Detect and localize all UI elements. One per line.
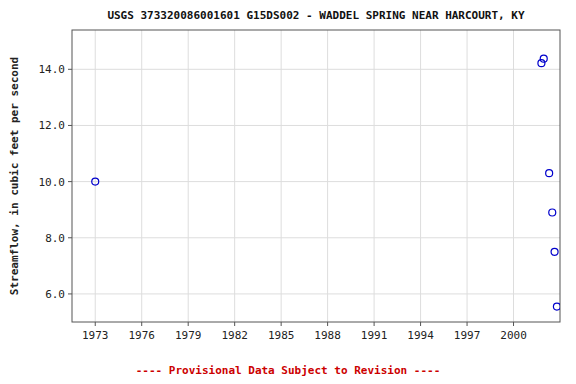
axes: 1973 1976 1979 1982 1985 1988 1991 1994 1997 2000…	[39, 63, 527, 342]
x-tick	[141, 322, 142, 326]
x-tick	[95, 322, 96, 326]
grid-line-x	[327, 30, 328, 322]
y-tick	[68, 125, 72, 126]
point	[546, 170, 553, 177]
grid-line-x	[281, 30, 282, 322]
x-tick-label: 1997	[454, 329, 481, 342]
x-tick	[467, 322, 468, 326]
x-tick	[327, 322, 328, 326]
points	[92, 55, 560, 310]
annotation: ---- Provisional Data Subject to Revisio…	[136, 364, 441, 377]
grid-line-x	[234, 30, 235, 322]
y-tick-label: 8.0	[45, 232, 65, 245]
x-tick-label: 2000	[500, 329, 527, 342]
x-tick-label: 1979	[175, 329, 202, 342]
y-tick-label: 6.0	[45, 288, 65, 301]
chart: 1973 1976 1979 1982 1985 1988 1991 1994 1997 2000…	[0, 0, 576, 384]
grid-line-y	[72, 237, 560, 238]
y-tick-label: 10.0	[39, 176, 66, 189]
x-tick-label: 1973	[82, 329, 109, 342]
y-tick	[68, 69, 72, 70]
grid	[72, 30, 560, 322]
x-tick	[188, 322, 189, 326]
point	[553, 303, 560, 310]
grid-line-x	[467, 30, 468, 322]
x-tick-label: 1994	[407, 329, 434, 342]
x-tick-label: 1991	[361, 329, 388, 342]
grid-line-y	[72, 69, 560, 70]
x-tick	[420, 322, 421, 326]
grid-line-x	[420, 30, 421, 322]
grid-line-x	[95, 30, 96, 322]
y-tick	[68, 237, 72, 238]
point	[549, 209, 556, 216]
grid-line-y	[72, 125, 560, 126]
x-tick-label: 1976	[128, 329, 155, 342]
grid-line-y	[72, 181, 560, 182]
x-tick	[513, 322, 514, 326]
y-axis-label: Streamflow, in cubic feet per second	[8, 57, 21, 295]
title: USGS 373320086001601 G15DS002 - WADDEL S…	[107, 9, 525, 22]
x-tick-label: 1988	[314, 329, 341, 342]
grid-line-y	[72, 293, 560, 294]
y-tick-label: 12.0	[39, 119, 66, 132]
y-tick-label: 14.0	[39, 63, 66, 76]
grid-line-x	[141, 30, 142, 322]
plot-frame	[72, 30, 560, 322]
grid-line-x	[513, 30, 514, 322]
point	[551, 248, 558, 255]
y-tick	[68, 293, 72, 294]
grid-line-x	[374, 30, 375, 322]
grid-line-x	[188, 30, 189, 322]
x-tick-label: 1985	[268, 329, 295, 342]
x-tick	[234, 322, 235, 326]
x-tick	[374, 322, 375, 326]
y-tick	[68, 181, 72, 182]
point	[92, 178, 99, 185]
x-tick-label: 1982	[221, 329, 248, 342]
point	[540, 55, 547, 62]
x-tick	[281, 322, 282, 326]
